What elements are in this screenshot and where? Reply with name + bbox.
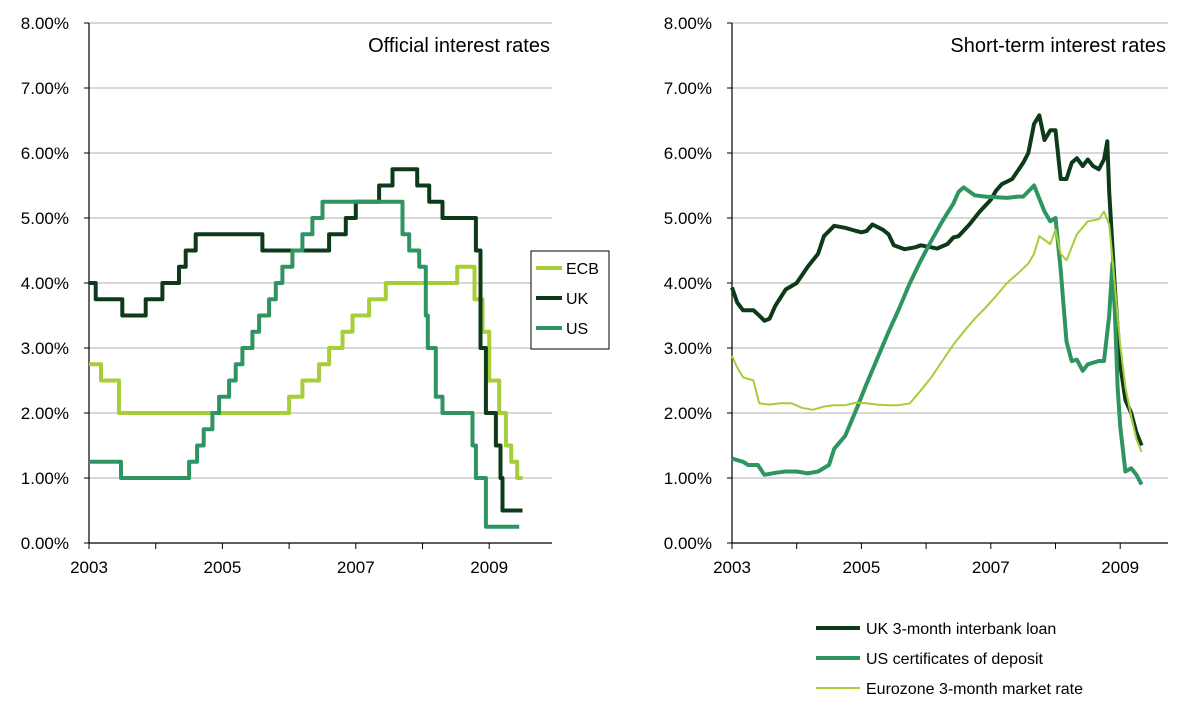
x-tick-label: 2005 <box>203 558 241 577</box>
legend-label: US <box>566 321 588 338</box>
y-tick-label: 8.00% <box>21 14 69 33</box>
y-tick-label: 5.00% <box>664 209 712 228</box>
legend-label: ECB <box>566 261 599 278</box>
legend-official-rates: ECB UK US <box>530 250 610 350</box>
y-tick-label: 7.00% <box>664 79 712 98</box>
series-line-uk <box>89 167 523 513</box>
y-tick-label: 3.00% <box>664 339 712 358</box>
y-tick-label: 5.00% <box>21 209 69 228</box>
x-tick-label: 2003 <box>70 558 108 577</box>
y-tick-label: 6.00% <box>664 144 712 163</box>
legend-short-term-rates: UK 3-month interbank loan US certificates… <box>816 621 1083 698</box>
y-tick-label: 0.00% <box>21 534 69 553</box>
y-tick-label: 1.00% <box>21 469 69 488</box>
y-tick-label: 0.00% <box>664 534 712 553</box>
legend-label: US certificates of deposit <box>866 651 1044 668</box>
series-line-us-certificates-of-deposit <box>731 183 1144 486</box>
x-tick-label: 2007 <box>337 558 375 577</box>
legend-label: UK <box>566 291 589 308</box>
x-tick-label: 2005 <box>842 558 880 577</box>
x-tick-label: 2003 <box>713 558 751 577</box>
short-term-rates-panel: 0.00% 1.00% 2.00% 3.00% 4.00% 5.00% 6.00% 7.00%… <box>664 14 1168 577</box>
legend-label: UK 3-month interbank loan <box>866 621 1056 638</box>
y-tick-label: 6.00% <box>21 144 69 163</box>
x-tick-label: 2009 <box>1101 558 1139 577</box>
legend-label: Eurozone 3-month market rate <box>866 681 1083 698</box>
y-tick-label: 4.00% <box>664 274 712 293</box>
y-tick-label: 1.00% <box>664 469 712 488</box>
x-tick-label: 2009 <box>470 558 508 577</box>
y-tick-label: 2.00% <box>21 404 69 423</box>
y-tick-label: 4.00% <box>21 274 69 293</box>
series-line-ecb <box>89 264 523 480</box>
chart-title: Short-term interest rates <box>950 35 1166 57</box>
y-tick-label: 7.00% <box>21 79 69 98</box>
chart-title: Official interest rates <box>368 35 550 57</box>
y-tick-label: 8.00% <box>664 14 712 33</box>
y-tick-label: 2.00% <box>664 404 712 423</box>
series-line-us <box>89 199 520 529</box>
series-line-uk-3-month-interbank-loan <box>730 113 1144 447</box>
x-tick-label: 2007 <box>972 558 1010 577</box>
official-rates-panel: 0.00% 1.00% 2.00% 3.00% 4.00% 5.00% 6.00% 7.00%… <box>21 14 552 577</box>
series-line-eurozone-3-month-market-rate <box>731 210 1143 453</box>
y-tick-label: 3.00% <box>21 339 69 358</box>
